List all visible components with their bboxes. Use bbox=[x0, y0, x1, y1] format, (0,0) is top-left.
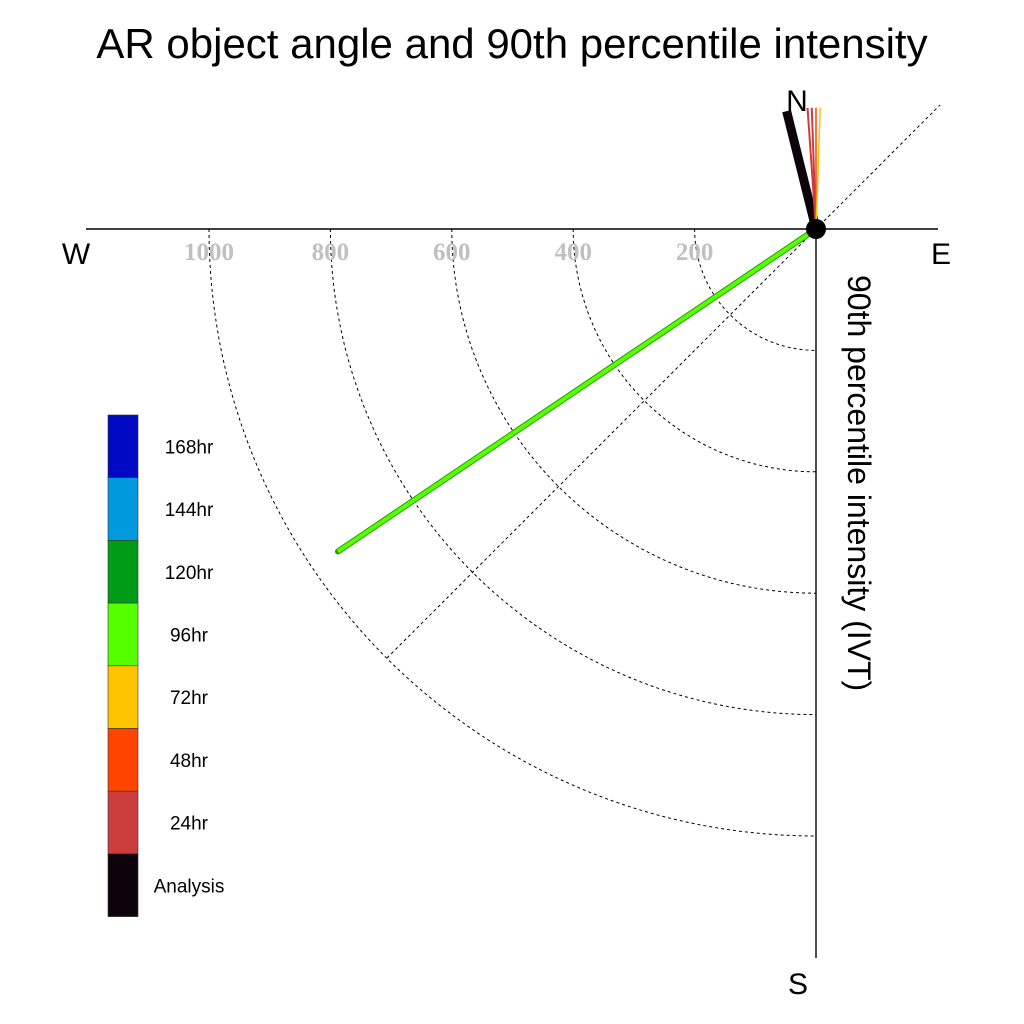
legend-swatch-168hr bbox=[107, 414, 139, 479]
ring-600 bbox=[451, 228, 817, 594]
vector-72hr bbox=[815, 107, 821, 230]
legend-swatch-72hr bbox=[107, 665, 139, 729]
legend-label: Analysis bbox=[154, 876, 225, 897]
ring-800 bbox=[329, 228, 817, 716]
intensity-axis-label: 90th percentile intensity (IVT) bbox=[841, 275, 877, 691]
legend-label: 72hr bbox=[170, 688, 209, 709]
diagonal-guide bbox=[386, 104, 941, 659]
legend-label: 120hr bbox=[165, 563, 214, 584]
legend: 168hr 144hr 120hr 96hr 72hr 48hr 24hr Analysis bbox=[107, 414, 225, 917]
ring-1000 bbox=[208, 228, 817, 837]
legend-swatch-24hr bbox=[107, 790, 139, 855]
legend-label: 168hr bbox=[165, 437, 214, 458]
east-label: E bbox=[931, 238, 951, 271]
legend-label: 144hr bbox=[165, 500, 214, 521]
legend-label: 48hr bbox=[170, 751, 209, 772]
vector-analysis bbox=[782, 110, 821, 231]
west-label: W bbox=[62, 238, 91, 271]
vectors bbox=[334, 107, 821, 555]
ring-label: 600 bbox=[433, 239, 471, 266]
legend-label: 24hr bbox=[170, 814, 209, 835]
south-label: S bbox=[788, 968, 808, 1001]
ring-label: 800 bbox=[312, 239, 350, 266]
polar-grid bbox=[208, 104, 941, 837]
ring-label: 1000 bbox=[184, 239, 234, 266]
legend-swatch-144hr bbox=[107, 477, 139, 541]
north-label: N bbox=[786, 85, 808, 118]
legend-swatch-96hr bbox=[107, 602, 139, 667]
ring-400 bbox=[572, 228, 817, 473]
ring-labels: 200 400 600 800 1000 bbox=[184, 239, 713, 266]
legend-swatch-48hr bbox=[107, 728, 139, 792]
legend-swatch-analysis bbox=[107, 853, 139, 917]
origin-marker bbox=[806, 219, 826, 239]
ring-label: 200 bbox=[676, 239, 714, 266]
legend-swatch-120hr bbox=[107, 540, 139, 604]
ring-200 bbox=[694, 228, 817, 351]
legend-label: 96hr bbox=[170, 625, 209, 646]
ring-label: 400 bbox=[554, 239, 592, 266]
chart-title: AR object angle and 90th percentile inte… bbox=[96, 20, 927, 67]
vector-96hr bbox=[336, 227, 818, 554]
